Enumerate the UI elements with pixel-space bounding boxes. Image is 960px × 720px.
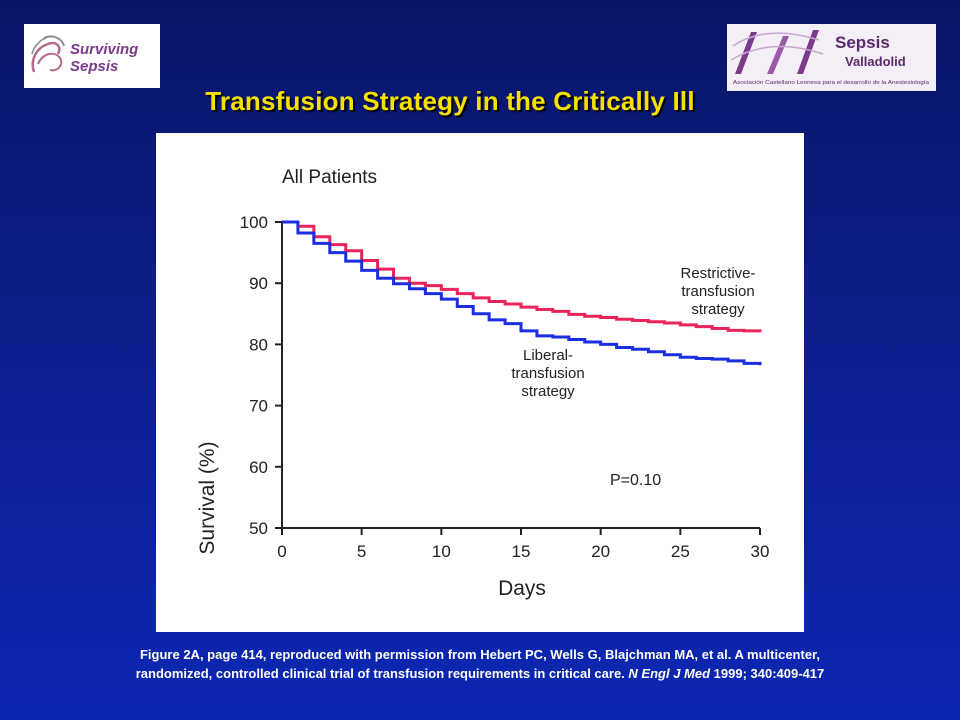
liberal-strategy-label: Liberal-transfusion strategy	[511, 347, 584, 400]
caption-line-1: Figure 2A, page 414, reproduced with per…	[139, 647, 820, 662]
x-tick-label: 30	[751, 542, 770, 561]
series-label-line: strategy	[521, 383, 575, 400]
y-tick-label: 50	[249, 519, 268, 538]
logo-right-line2: Valladolid	[845, 54, 906, 69]
y-axis-label: Survival (%)	[196, 441, 219, 554]
sepsis-valladolid-emblem-icon: Sepsis Valladolid Asociación Castellano …	[727, 24, 936, 91]
x-tick-label: 0	[277, 542, 286, 561]
series-label-line: transfusion	[681, 283, 754, 300]
caption-volume: 1999; 340:409-417	[713, 666, 825, 681]
chart-panel: All Patients Survival (%) Days 0 5 10 15 20 2…	[156, 133, 804, 632]
restrictive-strategy-label: Restrictive-transfusion strategy	[680, 265, 755, 318]
caption-citation: randomized, controlled clinical trial of…	[135, 666, 625, 681]
liberal-strategy-line	[282, 220, 762, 366]
x-tick-label: 15	[512, 542, 531, 561]
series-lines	[282, 220, 762, 366]
series-labels: Restrictive-transfusion strategyLiberal-t…	[511, 265, 755, 400]
x-tick-label: 5	[357, 542, 366, 561]
series-label-line: transfusion	[511, 365, 584, 382]
axes: 0 5 10 15 20 25 30 50 60 70 80 90 100	[240, 213, 770, 561]
series-label-line: Liberal-	[523, 347, 573, 364]
sepsis-valladolid-logo: Sepsis Valladolid Asociación Castellano …	[727, 24, 936, 91]
surviving-sepsis-emblem-icon: Surviving Sepsis	[31, 35, 138, 75]
y-tick-label: 70	[249, 397, 268, 416]
logo-right-tagline: Asociación Castellano Leonesa para el de…	[733, 80, 929, 86]
slide-title: Transfusion Strategy in the Critically I…	[205, 86, 695, 116]
logo-right-line1: Sepsis	[835, 33, 890, 52]
survival-chart: All Patients Survival (%) Days 0 5 10 15 20 2…	[196, 167, 770, 600]
caption-journal: N Engl J Med	[628, 666, 711, 681]
surviving-sepsis-logo: Surviving Sepsis	[24, 24, 160, 88]
y-tick-label: 90	[249, 274, 268, 293]
y-tick-label: 60	[249, 458, 268, 477]
logo-left-line2: Sepsis	[70, 58, 118, 75]
y-tick-label: 100	[240, 213, 268, 232]
logo-left-line1: Surviving	[70, 41, 138, 58]
figure-caption: Figure 2A, page 414, reproduced with per…	[20, 645, 940, 683]
series-label-line: Restrictive-	[680, 265, 755, 282]
series-label-line: strategy	[691, 301, 745, 318]
x-tick-label: 20	[591, 542, 610, 561]
chart-title: All Patients	[282, 167, 377, 188]
p-value-annotation: P=0.10	[610, 472, 661, 489]
x-tick-label: 10	[432, 542, 451, 561]
caption-line-2: randomized, controlled clinical trial of…	[20, 664, 940, 683]
y-tick-label: 80	[249, 335, 268, 354]
x-tick-label: 25	[671, 542, 690, 561]
x-axis-label: Days	[498, 577, 546, 600]
